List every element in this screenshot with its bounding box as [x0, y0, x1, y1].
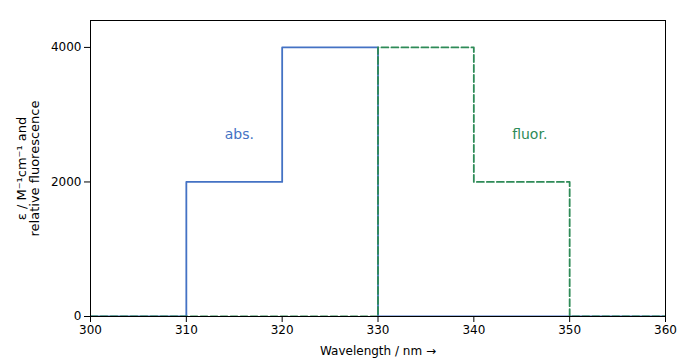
svg-text:abs.: abs.: [225, 126, 254, 142]
svg-text:330: 330: [367, 323, 390, 337]
svg-text:300: 300: [79, 323, 102, 337]
svg-text:310: 310: [175, 323, 198, 337]
svg-text:360: 360: [654, 323, 677, 337]
svg-text:Wavelength / nm →: Wavelength / nm →: [320, 344, 436, 358]
svg-text:320: 320: [271, 323, 294, 337]
svg-text:ε / M⁻¹cm⁻¹ andrelative fluore: ε / M⁻¹cm⁻¹ andrelative fluorescence: [14, 101, 42, 237]
svg-text:0: 0: [74, 309, 82, 323]
svg-text:4000: 4000: [51, 40, 82, 54]
svg-text:2000: 2000: [51, 175, 82, 189]
svg-text:340: 340: [462, 323, 485, 337]
svg-text:fluor.: fluor.: [512, 126, 547, 142]
svg-text:350: 350: [558, 323, 581, 337]
